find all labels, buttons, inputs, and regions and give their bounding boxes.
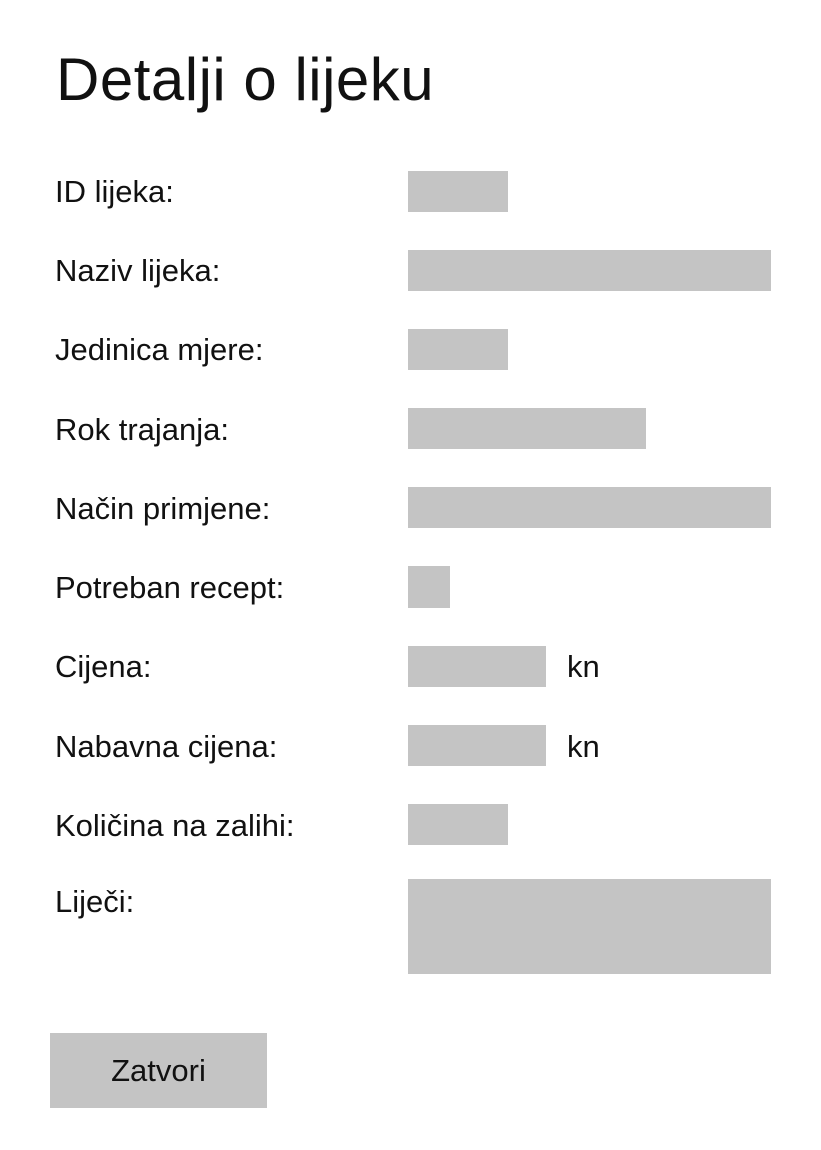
- purchase-price-label: Nabavna cijena:: [55, 729, 278, 764]
- unit-of-measure-label: Jedinica mjere:: [55, 332, 264, 367]
- unit-of-measure-field[interactable]: [408, 329, 508, 370]
- administration-label: Način primjene:: [55, 491, 271, 526]
- purchase-price-field[interactable]: [408, 725, 546, 766]
- treats-field[interactable]: [408, 879, 771, 974]
- page-title: Detalji o lijeku: [56, 46, 435, 113]
- price-label: Cijena:: [55, 649, 152, 684]
- id-label: ID lijeka:: [55, 174, 174, 209]
- close-button[interactable]: Zatvori: [50, 1033, 267, 1108]
- expiry-label: Rok trajanja:: [55, 412, 230, 447]
- prescription-checkbox[interactable]: [408, 566, 450, 608]
- price-field[interactable]: [408, 646, 546, 687]
- name-field[interactable]: [408, 250, 771, 291]
- price-unit: kn: [567, 649, 600, 684]
- id-field[interactable]: [408, 171, 508, 212]
- prescription-label: Potreban recept:: [55, 570, 285, 605]
- treats-label: Liječi:: [55, 884, 135, 919]
- stock-quantity-label: Količina na zalihi:: [55, 808, 295, 843]
- administration-field[interactable]: [408, 487, 771, 528]
- name-label: Naziv lijeka:: [55, 253, 221, 288]
- expiry-field[interactable]: [408, 408, 646, 449]
- purchase-price-unit: kn: [567, 729, 600, 764]
- stock-quantity-field[interactable]: [408, 804, 508, 845]
